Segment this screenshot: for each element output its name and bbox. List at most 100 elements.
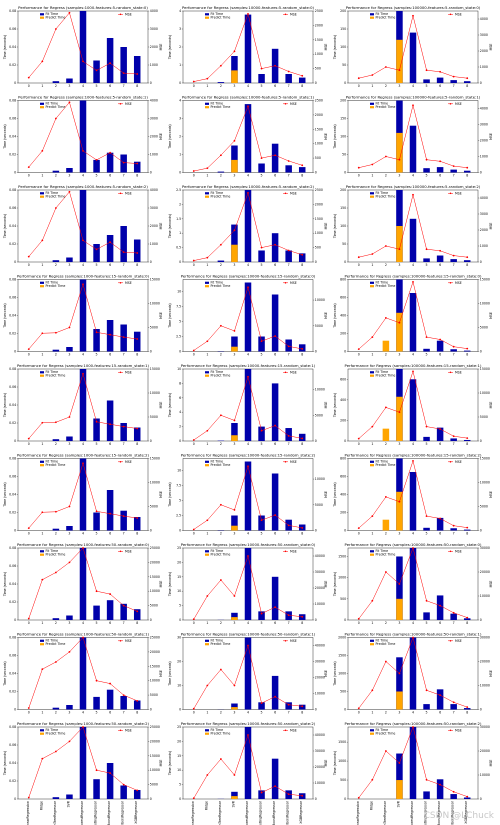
ytick-label: 0 (14, 81, 16, 85)
mse-point (192, 259, 195, 262)
mse-point (452, 254, 455, 257)
legend-fit-swatch (40, 102, 44, 105)
mse-point (219, 414, 222, 417)
legend-predict-swatch (205, 106, 209, 109)
xtick-label: 3 (398, 174, 400, 178)
mse-point (384, 571, 387, 573)
xtick-label: XGBRegressor (134, 800, 138, 823)
y2tick-label: 0 (315, 529, 317, 533)
xtick-label: 1 (41, 263, 43, 267)
y2tick-label: 1000 (150, 242, 158, 246)
xtick-label: 7 (453, 442, 455, 446)
xtick-label: 7 (123, 263, 125, 267)
mse-point (439, 783, 442, 786)
fit-time-bar (106, 152, 114, 173)
legend-predict-swatch (370, 553, 374, 556)
mse-point (54, 750, 57, 753)
fit-time-bar (52, 439, 60, 441)
legend-mse-marker (449, 729, 452, 732)
mse-point (371, 163, 374, 166)
chart-panel-6: Performance for Regress (samples:1000-fe… (3, 184, 163, 267)
ytick-label: 0 (179, 171, 181, 175)
y2-axis-label: MSE (324, 223, 328, 230)
chart-title: Performance for Regress (samples:100000-… (345, 363, 482, 368)
xtick-label: 8 (466, 621, 468, 625)
xtick-label: 0 (193, 353, 195, 357)
xtick-label: 1 (41, 353, 43, 357)
y2-axis-label: MSE (324, 44, 328, 51)
y2tick-label: 15000 (150, 457, 160, 461)
mse-point (109, 423, 112, 426)
chart-panel-23: Performance for Regress (samples:100000-… (333, 632, 493, 715)
legend-fit-label: Fit Time (376, 12, 389, 16)
y2tick-label: 2500 (315, 99, 323, 103)
ytick-label: 50 (342, 242, 346, 246)
ytick-label: 0.5 (176, 246, 181, 250)
legend-mse-marker (284, 192, 287, 195)
y2-axis-label: MSE (159, 581, 163, 588)
legend-predict-label: Predict Time (376, 732, 396, 736)
mse-point (274, 424, 277, 427)
xtick-label: 0 (28, 532, 30, 536)
mse-point (122, 604, 125, 607)
y2tick-label: 20000 (480, 660, 490, 664)
xtick-label: RandomForestRegressor (410, 800, 414, 825)
legend-mse-label: MSE (290, 12, 297, 16)
xtick-label: 3 (68, 621, 70, 625)
mse-point (233, 330, 236, 332)
y2tick-label: 0 (480, 439, 482, 443)
ytick-label: 30 (177, 636, 181, 640)
mse-point (260, 429, 263, 432)
y-axis-label: Time (seconds) (3, 393, 7, 418)
fit-time-bar (258, 426, 265, 441)
fit-time-bar (258, 250, 265, 262)
fit-time-bar (120, 785, 127, 799)
y2tick-label: 0 (150, 350, 152, 354)
fit-time-bar (133, 517, 141, 531)
ytick-label: 0 (344, 618, 346, 622)
legend-mse-label: MSE (290, 102, 297, 106)
mse-point (122, 694, 125, 696)
mse-point (384, 496, 387, 498)
xtick-label: 1 (206, 442, 208, 446)
mse-point (398, 248, 401, 251)
xtick-label: 0 (358, 353, 360, 357)
ytick-label: 25 (177, 725, 181, 729)
xtick-label: 4 (247, 442, 249, 446)
xtick-label: 8 (136, 442, 138, 446)
chart-panel-21: Performance for Regress (samples:1000-fe… (3, 632, 163, 715)
fit-time-bar (463, 81, 471, 83)
xtick-label: 6 (439, 84, 441, 88)
ytick-label: 0.08 (9, 367, 16, 371)
chart-title: Performance for Regress (samples:10000-f… (181, 363, 316, 368)
ytick-label: 0.04 (9, 135, 16, 139)
y2tick-label: 3000 (480, 123, 488, 127)
xtick-label: 3 (398, 621, 400, 625)
mse-point (425, 69, 428, 72)
y2tick-label: 15000 (480, 367, 490, 371)
fit-time-bar (93, 779, 100, 799)
mse-point (27, 166, 30, 169)
fit-time-bar (106, 689, 114, 710)
xtick-label: 2 (220, 84, 222, 88)
mse-point (274, 514, 277, 516)
fit-time-bar (52, 260, 60, 262)
legend-mse-label: MSE (455, 191, 462, 195)
mse-point (287, 160, 290, 162)
fit-time-bar (120, 47, 127, 83)
ytick-label: 0.06 (9, 296, 16, 300)
fit-time-bar (66, 257, 73, 262)
legend-predict-swatch (370, 106, 374, 109)
legend-mse-marker (119, 13, 122, 16)
y2-axis-label: MSE (489, 312, 493, 319)
mse-point (371, 599, 374, 602)
ytick-label: 10 (177, 589, 181, 593)
fit-time-bar (244, 637, 252, 710)
y2tick-label: 1000 (150, 63, 158, 67)
y-axis-label: Time (seconds) (3, 572, 7, 597)
xtick-label: 5 (426, 442, 428, 446)
y2tick-label: 0 (480, 708, 482, 712)
mse-point (54, 571, 57, 574)
fit-time-bar (409, 727, 417, 799)
legend-mse-marker (449, 192, 452, 195)
